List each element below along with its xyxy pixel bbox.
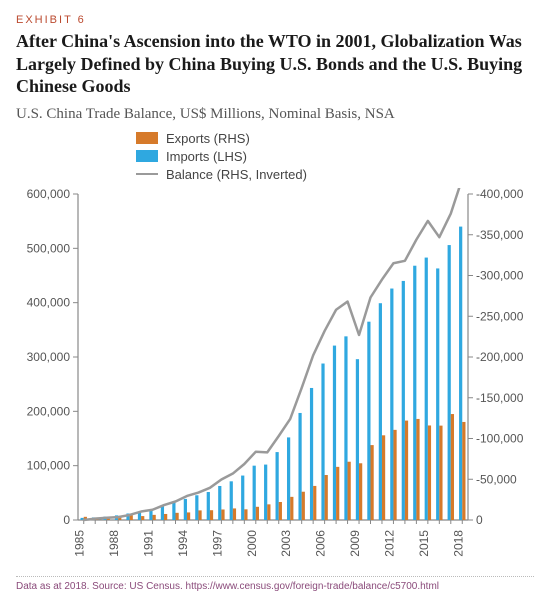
chart-svg: 0 100,000 200,000 300,000 400,000 500,000 600,… — [16, 188, 534, 568]
svg-text:0: 0 — [476, 513, 483, 527]
legend: Exports (RHS) Imports (LHS) Balance (RHS… — [136, 131, 534, 182]
chart-area: 0 100,000 200,000 300,000 400,000 500,000 600,… — [16, 188, 534, 568]
legend-label: Exports (RHS) — [166, 131, 250, 146]
svg-text:-150,000: -150,000 — [476, 390, 524, 404]
svg-text:2006: 2006 — [314, 529, 328, 556]
svg-text:2018: 2018 — [451, 529, 465, 556]
chart-subtitle: U.S. China Trade Balance, US$ Millions, … — [16, 106, 534, 123]
svg-text:2003: 2003 — [279, 529, 293, 556]
legend-label: Imports (LHS) — [166, 149, 247, 164]
svg-text:1994: 1994 — [176, 529, 190, 556]
exhibit-label: EXHIBIT 6 — [16, 14, 534, 26]
svg-text:400,000: 400,000 — [27, 295, 71, 309]
svg-text:2000: 2000 — [245, 529, 259, 556]
exports-swatch-icon — [136, 132, 158, 144]
svg-text:1985: 1985 — [73, 529, 87, 556]
svg-text:-50,000: -50,000 — [476, 472, 517, 486]
svg-text:1988: 1988 — [107, 529, 121, 556]
svg-text:2015: 2015 — [417, 529, 431, 556]
svg-text:-200,000: -200,000 — [476, 350, 524, 364]
svg-text:200,000: 200,000 — [27, 404, 71, 418]
svg-text:1991: 1991 — [142, 529, 156, 556]
svg-text:600,000: 600,000 — [27, 188, 71, 201]
svg-text:-350,000: -350,000 — [476, 227, 524, 241]
source-footer: Data as at 2018. Source: US Census. http… — [16, 576, 534, 592]
balance-swatch-icon — [136, 173, 158, 175]
svg-text:1997: 1997 — [210, 529, 224, 556]
chart-title: After China's Ascension into the WTO in … — [16, 30, 534, 98]
imports-swatch-icon — [136, 150, 158, 162]
legend-item-balance: Balance (RHS, Inverted) — [136, 167, 534, 182]
legend-item-imports: Imports (LHS) — [136, 149, 534, 164]
svg-text:-250,000: -250,000 — [476, 309, 524, 323]
svg-text:-300,000: -300,000 — [476, 268, 524, 282]
svg-text:-100,000: -100,000 — [476, 431, 524, 445]
svg-text:100,000: 100,000 — [27, 458, 71, 472]
svg-text:2012: 2012 — [382, 529, 396, 556]
svg-text:500,000: 500,000 — [27, 241, 71, 255]
svg-text:2009: 2009 — [348, 529, 362, 556]
legend-item-exports: Exports (RHS) — [136, 131, 534, 146]
svg-text:-400,000: -400,000 — [476, 188, 524, 201]
svg-text:0: 0 — [63, 513, 70, 527]
svg-text:300,000: 300,000 — [27, 350, 71, 364]
legend-label: Balance (RHS, Inverted) — [166, 167, 307, 182]
